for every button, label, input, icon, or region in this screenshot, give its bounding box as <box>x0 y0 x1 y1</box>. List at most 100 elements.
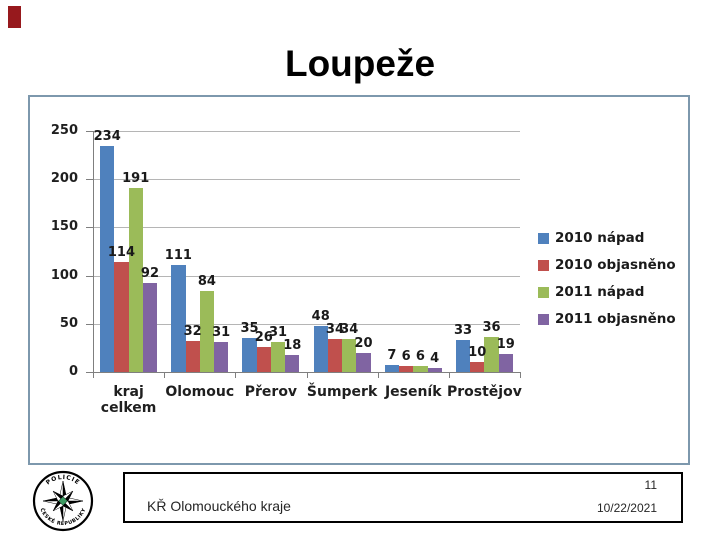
bar-value-label: 234 <box>93 129 121 145</box>
legend-label: 2011 nápad <box>555 284 645 300</box>
bar <box>242 338 257 372</box>
bar-value-label: 26 <box>254 329 273 345</box>
bar <box>313 325 328 372</box>
y-axis-tick <box>86 275 93 277</box>
bar-value-label: 20 <box>354 335 373 351</box>
bar <box>256 346 271 372</box>
bar <box>100 146 115 372</box>
bar-value-label: 34 <box>325 322 344 338</box>
bar <box>413 366 428 372</box>
bar-value-label: 92 <box>140 266 159 282</box>
bar-value-label: 10 <box>468 345 487 361</box>
bar <box>270 342 286 372</box>
gridline <box>93 323 520 325</box>
bar <box>484 337 499 372</box>
bar-value-label: 84 <box>197 274 216 290</box>
y-axis-tick <box>86 227 93 229</box>
police-emblem-logo: POLICIE ČESKÉ REPUBLIKY <box>32 470 94 532</box>
bar-value-label: 32 <box>183 324 202 340</box>
y-axis-tick-label: 100 <box>50 267 78 283</box>
page-number: 11 <box>644 478 657 492</box>
legend-item: 2011 nápad <box>538 284 676 300</box>
chart-frame: 0 50 100 150 200 250 234 114 191 92 kraj celkem 111… <box>28 95 690 465</box>
y-axis-tick <box>86 131 93 132</box>
bar-value-label: 18 <box>283 337 302 353</box>
x-axis-category-label: Prostějov <box>446 384 522 400</box>
bar <box>142 283 158 372</box>
bar-value-label: 7 <box>387 348 397 364</box>
bar-value-label: 31 <box>212 325 231 341</box>
legend-label: 2010 objasněno <box>555 257 676 273</box>
bar-value-label: 33 <box>453 323 473 339</box>
bar-value-label: 6 <box>401 349 411 365</box>
bar-value-label: 4 <box>430 351 440 367</box>
bar-value-label: 114 <box>107 245 136 261</box>
gridline <box>93 275 520 277</box>
gridline <box>93 179 520 181</box>
bar <box>427 368 442 372</box>
bar <box>199 291 214 372</box>
legend-swatch <box>538 286 549 298</box>
y-axis-tick-label: 150 <box>50 219 78 235</box>
legend-item: 2010 objasněno <box>538 257 676 273</box>
x-axis-tick <box>520 372 521 378</box>
footer-box: KŘ Olomouckého kraje 11 10/22/2021 <box>123 472 683 523</box>
bar <box>384 365 399 372</box>
y-axis-tick <box>86 372 93 373</box>
bar <box>498 353 513 372</box>
x-axis-tick <box>93 372 94 378</box>
bar-value-label: 6 <box>415 349 425 365</box>
x-axis-category-label: kraj celkem <box>100 384 157 416</box>
legend-swatch <box>538 313 549 325</box>
footer-department: KŘ Olomouckého kraje <box>147 498 291 514</box>
legend-label: 2011 objasněno <box>555 311 676 327</box>
y-axis-tick-label: 200 <box>50 171 78 187</box>
x-axis-tick <box>377 372 379 378</box>
x-axis-category-label: Přerov <box>244 384 298 400</box>
plot-area: 0 50 100 150 200 250 234 114 191 92 kraj celkem 111… <box>30 97 688 463</box>
gridline <box>93 227 520 229</box>
legend-swatch <box>538 232 549 244</box>
x-axis-category-label: Šumperk <box>306 384 378 400</box>
bar <box>114 262 129 372</box>
y-axis-line <box>93 131 94 372</box>
x-axis-tick <box>448 372 450 378</box>
bar <box>342 339 357 372</box>
gridline <box>93 131 520 132</box>
x-axis-category-label: Jeseník <box>384 384 442 400</box>
bar-value-label: 36 <box>482 320 501 336</box>
bar <box>285 354 300 372</box>
x-axis-category-label: Olomouc <box>165 384 235 400</box>
bar-value-label: 35 <box>240 321 259 337</box>
logo-center-diamond <box>58 496 68 506</box>
legend-item: 2011 objasněno <box>538 311 676 327</box>
bar <box>327 339 343 372</box>
bar <box>185 341 200 372</box>
bar <box>455 340 471 372</box>
bar-value-label: 31 <box>268 325 288 341</box>
legend-swatch <box>538 259 549 271</box>
footer-date: 10/22/2021 <box>596 501 657 515</box>
x-axis-tick <box>306 372 308 378</box>
page-title: Loupeže <box>284 43 436 84</box>
bar <box>356 352 371 372</box>
y-axis-tick <box>86 323 93 325</box>
bar <box>171 264 186 372</box>
bar-value-label: 111 <box>164 247 192 263</box>
bar <box>128 187 143 372</box>
y-axis-tick-label: 0 <box>68 364 78 379</box>
bar-value-label: 34 <box>340 322 359 338</box>
bar-value-label: 191 <box>122 170 150 186</box>
bar <box>470 362 485 372</box>
x-axis-tick <box>164 372 166 378</box>
legend-label: 2010 nápad <box>555 230 645 246</box>
chart-legend: 2010 nápad 2010 objasněno 2011 nápad 2011 o… <box>538 230 676 327</box>
y-axis-tick-label: 50 <box>59 315 78 331</box>
bar-value-label: 19 <box>496 336 515 352</box>
corner-marker <box>8 6 21 28</box>
x-axis-tick <box>235 372 237 378</box>
bar <box>214 342 229 372</box>
y-axis-tick <box>86 179 93 181</box>
legend-item: 2010 nápad <box>538 230 676 246</box>
